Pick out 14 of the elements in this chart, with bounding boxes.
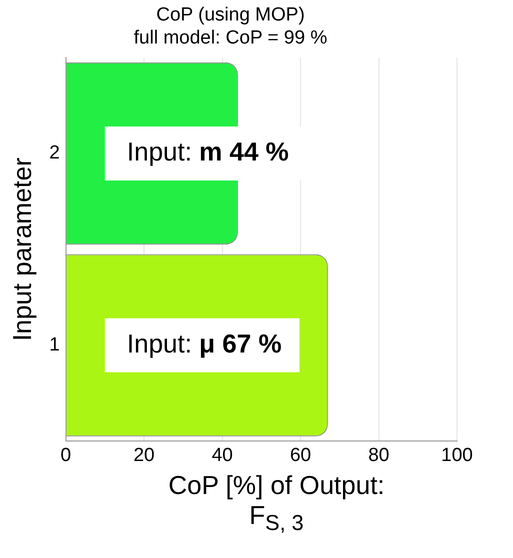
y-tick-label: 1 bbox=[49, 334, 60, 356]
x-tick-label: 100 bbox=[441, 444, 473, 466]
chart-subtitle: full model: CoP = 99 % bbox=[134, 27, 328, 48]
x-axis-title: CoP [%] of Output: F$_{S, 3}$ bbox=[167, 470, 386, 538]
x-tick-label: 60 bbox=[290, 444, 312, 466]
data-label: Input: m 44 % bbox=[126, 136, 289, 167]
y-tick-label: 2 bbox=[49, 142, 60, 164]
x-tick-label: 80 bbox=[368, 444, 390, 466]
x-tick-label: 40 bbox=[212, 444, 233, 466]
x-tick-label: 20 bbox=[133, 444, 155, 466]
chart-title: CoP (using MOP) bbox=[156, 4, 305, 26]
y-axis-title: Input parameter bbox=[6, 157, 37, 342]
data-label: Input: μ 67 % bbox=[126, 328, 282, 358]
x-tick-label: 0 bbox=[60, 444, 72, 466]
